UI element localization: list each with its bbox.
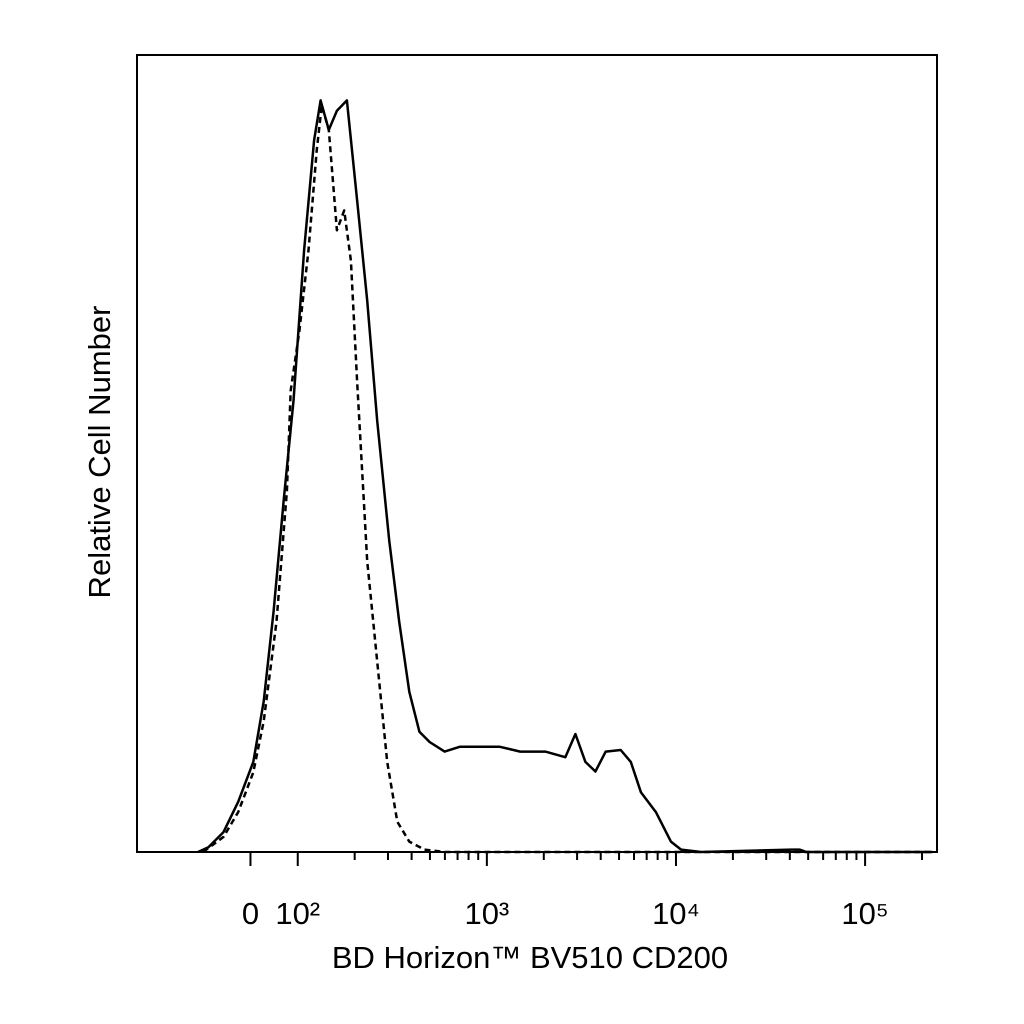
dashed-histogram <box>202 103 933 854</box>
x-tick-label: 10⁵ <box>841 896 888 931</box>
solid-histogram <box>197 99 933 854</box>
plot-frame <box>136 54 938 853</box>
x-axis-label: BD Horizon™ BV510 CD200 <box>332 940 728 975</box>
x-tick-label: 10² <box>275 896 320 931</box>
y-axis-label: Relative Cell Number <box>82 306 117 599</box>
x-tick-label: 10³ <box>464 896 509 931</box>
x-tick-label: 0 <box>242 896 259 931</box>
x-tick-label: 10⁴ <box>652 896 700 931</box>
